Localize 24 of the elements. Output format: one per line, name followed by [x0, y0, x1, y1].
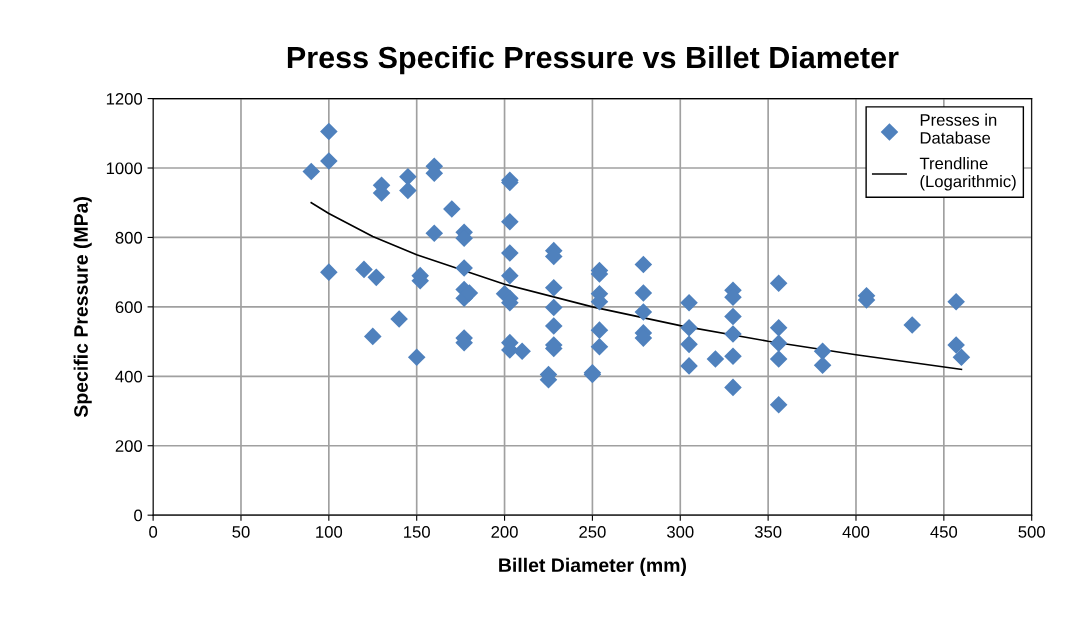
legend-label: Presses in Database: [920, 113, 997, 144]
y-tick-label: 1200: [106, 92, 143, 105]
x-tick-label: 200: [491, 526, 518, 538]
y-axis-title: Specific Pressure (MPa): [73, 197, 92, 418]
x-tick-label: 500: [1018, 526, 1045, 538]
x-tick-label: 250: [579, 526, 606, 538]
x-tick-label: 400: [842, 526, 870, 538]
y-tick-label: 0: [134, 509, 143, 522]
y-tick-label: 1000: [106, 162, 143, 175]
x-tick-label: 150: [404, 526, 430, 538]
x-tick-label: 350: [754, 526, 782, 538]
x-tick-label: 450: [930, 526, 958, 538]
x-tick-label: 100: [316, 526, 343, 538]
x-axis-title: Billet Diameter (mm): [499, 557, 686, 576]
y-tick-label: 200: [115, 440, 143, 452]
chart-title: Press Specific Pressure vs Billet Diameter: [287, 45, 899, 75]
x-tick-label: 50: [232, 526, 250, 538]
y-tick-label: 600: [115, 301, 143, 314]
y-tick-label: 800: [115, 231, 143, 244]
x-tick-label: 300: [667, 526, 694, 538]
legend-label: Trendline (Logarithmic): [919, 157, 1016, 191]
x-tick-label: 0: [149, 526, 158, 538]
line-series: [310, 201, 963, 371]
y-tick-label: 400: [115, 370, 143, 383]
